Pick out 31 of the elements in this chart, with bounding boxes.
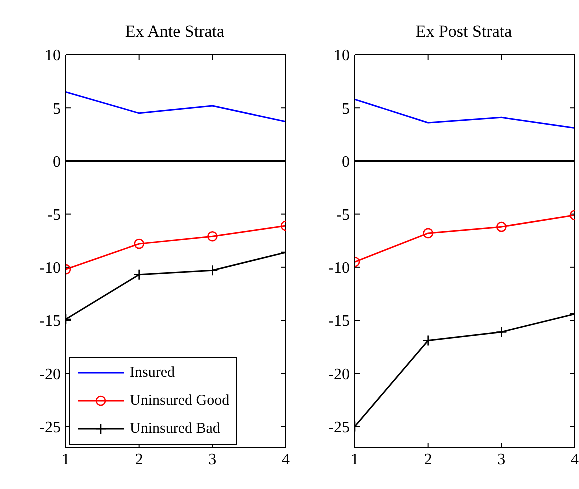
chart-title: Ex Post Strata [414,22,514,42]
y-tick-label: 5 [53,100,61,118]
y-tick-label: -5 [48,207,61,224]
x-tick-label: 2 [135,451,144,468]
legend-label: Insured [130,364,175,382]
chart-title: Ex Ante Strata [124,22,226,42]
line-series [66,91,286,123]
y-tick-label: -25 [40,419,61,436]
y-tick-label: -10 [40,260,61,278]
y-tick-label: 5 [342,100,350,118]
y-tick-label: 0 [53,154,61,171]
y-tick-label: -15 [328,313,350,330]
legend-label: Uninsured Bad [130,420,220,438]
y-tick-label: 0 [342,154,350,171]
x-tick-label: 3 [498,451,506,468]
y-tick-label: -10 [328,260,350,278]
y-tick-label: -20 [328,366,350,384]
x-tick-label: 4 [282,451,290,468]
line-series [355,98,575,130]
legend-label: Uninsured Good [130,392,230,410]
x-tick-label: 2 [424,451,432,468]
x-tick-label: 4 [571,451,579,468]
y-tick-label: -25 [328,419,350,436]
y-tick-label: -15 [40,313,61,330]
y-tick-label: -20 [40,366,61,384]
y-tick-label: 10 [45,48,61,65]
x-tick-label: 1 [351,451,359,468]
y-tick-label: -5 [336,207,350,224]
x-tick-label: 1 [62,451,70,468]
y-tick-label: 10 [334,48,350,65]
x-tick-label: 3 [208,451,217,468]
